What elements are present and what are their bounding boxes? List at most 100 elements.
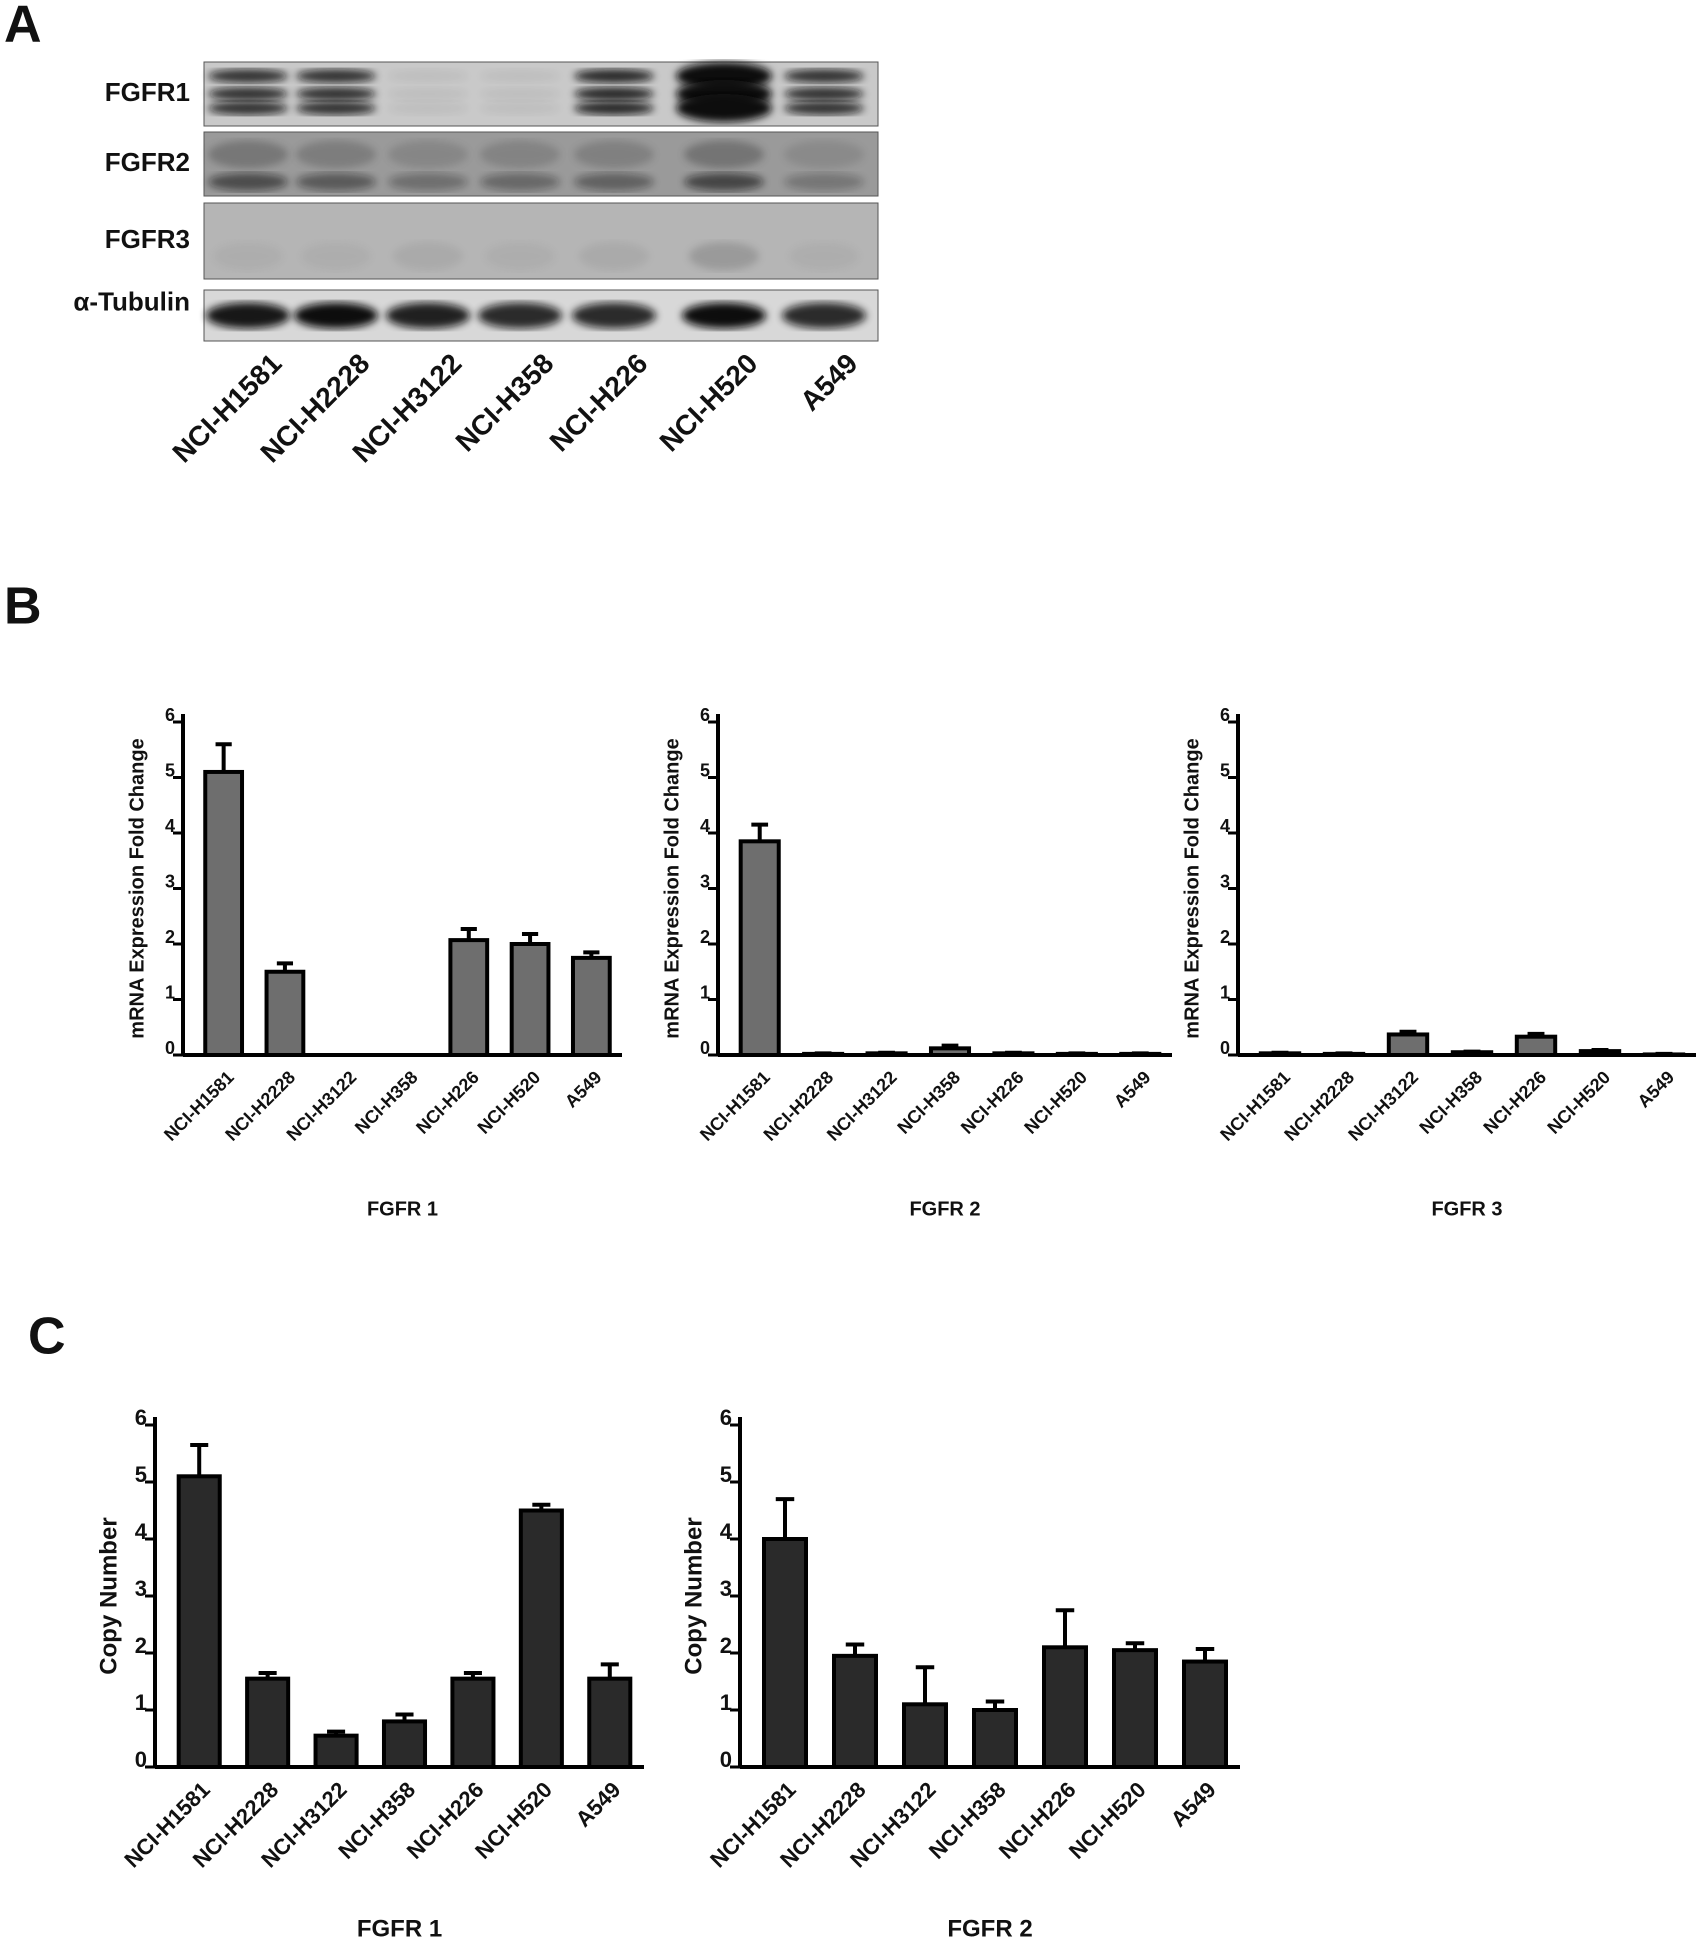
blot-band [784, 172, 864, 191]
error-bar [915, 1665, 935, 1705]
x-tick-label: NCI-H226 [957, 1067, 1028, 1138]
blot-band [480, 101, 560, 116]
blot-band [296, 172, 376, 191]
blot-band [572, 302, 656, 329]
blot-band [388, 172, 468, 191]
y-tick-label: 6 [720, 1405, 732, 1430]
bar [203, 769, 245, 1057]
blot-lane-label: NCI-H358 [450, 348, 560, 458]
y-tick-label: 6 [165, 705, 175, 725]
blot-band [684, 172, 764, 191]
y-tick-label: 3 [165, 871, 175, 891]
x-tick-label: A549 [1166, 1777, 1221, 1832]
y-tick-label: 2 [1220, 927, 1230, 947]
x-tick-label: NCI-H520 [1020, 1067, 1091, 1138]
blot-band [574, 101, 654, 116]
error-bar [775, 1497, 795, 1539]
bar [738, 839, 781, 1058]
blot-band [480, 172, 560, 191]
y-tick-label: 6 [1220, 705, 1230, 725]
y-axis-label: mRNA Expression Fold Change [1181, 738, 1203, 1038]
blot-band [213, 242, 283, 271]
blot-band [208, 69, 288, 84]
blot-band [294, 302, 378, 329]
bar [245, 1676, 291, 1770]
error-bar [521, 932, 539, 944]
chart-title: FGFR 1 [357, 1915, 442, 1942]
error-bar [276, 961, 294, 972]
blot-band [478, 302, 562, 329]
blot-row-label: α-Tubulin [73, 286, 190, 316]
x-tick-label: NCI-H520 [1543, 1067, 1614, 1138]
chart-title: FGFR 2 [909, 1198, 980, 1220]
error-bar [532, 1502, 551, 1511]
y-axis-label: mRNA Expression Fold Change [661, 738, 683, 1038]
error-bar [1527, 1031, 1545, 1037]
error-bar [1591, 1048, 1609, 1053]
blot-row-label: FGFR2 [105, 147, 190, 177]
blot-lane-label: NCI-H226 [544, 348, 654, 458]
y-tick-label: 1 [720, 1690, 732, 1715]
x-tick-label: A549 [1110, 1067, 1155, 1112]
y-tick-label: 4 [1220, 816, 1230, 836]
x-tick-label: NCI-H358 [1415, 1067, 1486, 1138]
blot-strip [203, 202, 879, 280]
blot-band [388, 87, 468, 101]
blot-band [208, 172, 288, 191]
x-tick-label: NCI-H358 [351, 1067, 422, 1138]
y-tick-label: 0 [135, 1747, 147, 1772]
y-tick-label: 4 [165, 816, 175, 836]
error-bar [1055, 1608, 1075, 1648]
bar [587, 1676, 633, 1770]
blot-band [388, 69, 468, 84]
y-tick-label: 0 [165, 1038, 175, 1058]
error-bar [190, 1442, 209, 1477]
error-bar [327, 1729, 346, 1736]
y-tick-label: 3 [700, 871, 710, 891]
blot-band [480, 140, 560, 169]
bar [509, 942, 551, 1057]
chart-title: FGFR 3 [1431, 1198, 1502, 1220]
blot-band [386, 302, 470, 329]
x-tick-label: NCI-H358 [893, 1067, 964, 1138]
blot-band [296, 87, 376, 101]
y-tick-label: 4 [720, 1519, 733, 1544]
error-bar [1399, 1029, 1417, 1035]
error-bar [258, 1670, 277, 1679]
y-tick-label: 5 [165, 760, 175, 780]
bar [313, 1733, 359, 1770]
error-bar [395, 1712, 414, 1722]
bar [1182, 1659, 1228, 1770]
blot-band [206, 302, 290, 329]
blot-band [689, 242, 759, 271]
blot-band [296, 101, 376, 116]
y-axis-label: Copy Number [95, 1517, 122, 1674]
bar [762, 1537, 808, 1769]
bar [450, 1676, 496, 1770]
blot-band [784, 140, 864, 169]
bar [1112, 1648, 1158, 1770]
y-tick-label: 3 [1220, 871, 1230, 891]
x-tick-label: A549 [1634, 1067, 1679, 1112]
blot-band [676, 94, 772, 123]
y-tick-label: 4 [700, 816, 710, 836]
blot-band [485, 242, 555, 271]
x-tick-label: NCI-H520 [1064, 1777, 1151, 1864]
y-tick-label: 5 [700, 760, 710, 780]
error-bar [460, 927, 477, 941]
error-bar [1195, 1647, 1215, 1662]
error-bar [463, 1670, 482, 1679]
y-tick-label: 3 [135, 1576, 147, 1601]
bar [832, 1653, 878, 1769]
blot-band [784, 87, 864, 101]
x-tick-label: NCI-H226 [412, 1067, 483, 1138]
blot-band [782, 302, 866, 329]
x-tick-label: NCI-H226 [1479, 1067, 1550, 1138]
blot-band [574, 172, 654, 191]
blot-band [682, 302, 766, 329]
x-tick-label: A549 [561, 1067, 606, 1112]
chart-title: FGFR 1 [367, 1198, 438, 1220]
blot-band [388, 101, 468, 116]
blot-band [296, 69, 376, 84]
